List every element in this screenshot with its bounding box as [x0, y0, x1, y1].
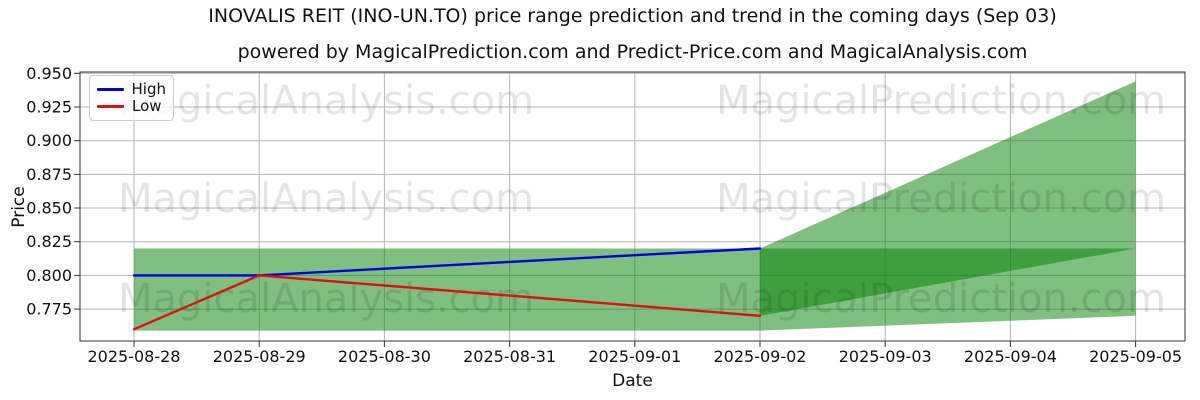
low-line [132, 274, 762, 331]
legend-entry-high: High [97, 81, 166, 98]
y-tick-label: 0.800 [26, 266, 72, 285]
watermark-text: MagicalAnalysis.com [118, 78, 534, 124]
y-axis-label: Price [9, 186, 29, 228]
x-axis-label: Date [612, 371, 653, 391]
watermark-text: MagicalPrediction.com [716, 78, 1166, 124]
x-tick-label: 2025-09-05 [1089, 347, 1182, 366]
y-tick-label: 0.850 [26, 199, 72, 218]
axes-border [79, 71, 1186, 342]
x-tick-label: 2025-09-03 [839, 347, 932, 366]
y-tick-label: 0.825 [26, 232, 72, 251]
y-tick-label: 0.875 [26, 165, 72, 184]
y-tick-label: 0.950 [26, 64, 72, 83]
x-tick-label: 2025-08-31 [463, 347, 556, 366]
x-tick-label: 2025-09-02 [714, 347, 807, 366]
x-tick-label: 2025-08-30 [338, 347, 431, 366]
legend-label-high: High [131, 80, 166, 98]
forecast-cone-area [760, 81, 1136, 316]
high-line-swatch [97, 88, 124, 91]
watermark-text: MagicalPrediction.com [716, 176, 1166, 222]
x-tick-label: 2025-09-04 [964, 347, 1057, 366]
legend-label-low: Low [132, 97, 162, 115]
y-tick-label: 0.775 [26, 300, 72, 319]
legend-entry-low: Low [97, 98, 166, 115]
watermark-text: MagicalAnalysis.com [118, 276, 534, 322]
y-tick-label: 0.925 [26, 98, 72, 117]
x-tick-label: 2025-08-29 [213, 347, 306, 366]
chart-subtitle: powered by MagicalPrediction.com and Pre… [237, 41, 1028, 63]
watermark-text: MagicalAnalysis.com [118, 176, 534, 222]
legend: High Low [89, 75, 174, 121]
low-line-swatch [97, 105, 124, 108]
x-tick-label: 2025-09-01 [588, 347, 681, 366]
watermark-text: MagicalPrediction.com [716, 276, 1166, 322]
y-tick-label: 0.900 [26, 131, 72, 150]
high-line [132, 247, 762, 277]
chart-title: INOVALIS REIT (INO-UN.TO) price range pr… [208, 5, 1057, 27]
x-tick-label: 2025-08-28 [88, 347, 181, 366]
